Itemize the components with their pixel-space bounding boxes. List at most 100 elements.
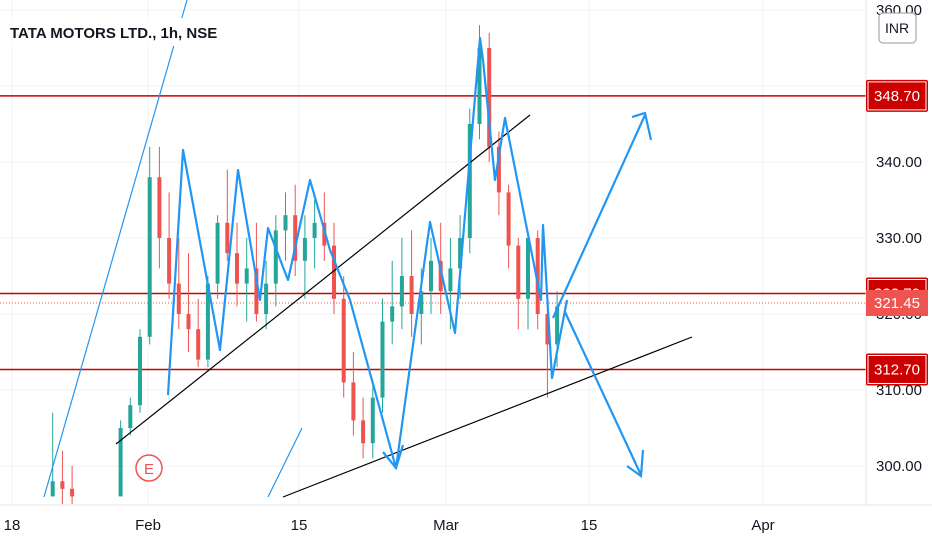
candle-body: [361, 420, 366, 444]
time-tick-label: 15: [291, 517, 308, 534]
candle-body: [545, 314, 550, 345]
candle-body: [332, 245, 336, 299]
candle-body: [264, 283, 269, 314]
candle-body: [487, 48, 492, 147]
time-tick-label: 18: [4, 517, 21, 534]
candle: [302, 215, 307, 299]
price-tag-bg: [866, 289, 928, 316]
candle: [235, 222, 239, 307]
candle-body: [235, 253, 239, 284]
candle: [332, 222, 336, 314]
current-price-tag: 321.45: [866, 289, 928, 316]
candle-body: [429, 260, 433, 292]
candle-body: [535, 238, 540, 314]
time-tick-label: Mar: [433, 517, 459, 534]
candle: [487, 32, 492, 162]
zigzag-marker: [382, 444, 405, 471]
price-tick-label: 340.00: [876, 154, 922, 171]
earnings-marker-label: E: [144, 461, 154, 478]
candles: [50, 25, 560, 504]
candle-body: [196, 329, 201, 360]
candle: [429, 238, 433, 314]
projection-arrow-up-head: [631, 111, 653, 141]
candle: [60, 450, 65, 504]
candle: [196, 298, 201, 368]
blue-guide-line: [43, 0, 188, 498]
projection-arrow-down-head: [626, 449, 645, 479]
candle-body: [458, 238, 463, 269]
candle: [50, 412, 55, 497]
candle-body: [176, 283, 181, 314]
candle: [215, 215, 220, 299]
candle: [409, 230, 414, 337]
candle-body: [118, 428, 123, 497]
candle: [370, 382, 375, 459]
candle-body: [254, 268, 259, 314]
candle-body: [167, 238, 172, 284]
candle: [526, 230, 530, 330]
candle-body: [283, 215, 288, 231]
candle-body: [312, 222, 317, 238]
candle: [273, 215, 278, 307]
price-tag-label: 321.45: [874, 295, 920, 312]
candle: [361, 397, 366, 459]
time-axis[interactable]: 18 Feb 15 Mar 15 Apr: [0, 504, 932, 534]
candle: [264, 260, 269, 330]
price-tag-label: 312.70: [874, 361, 920, 378]
candle-body: [205, 283, 210, 360]
candle: [176, 238, 181, 330]
candle-body: [526, 238, 530, 299]
candle: [380, 298, 385, 413]
candle-body: [419, 291, 424, 314]
chart-title: TATA MOTORS LTD., 1h, NSE: [10, 25, 217, 42]
candle-body: [506, 192, 511, 246]
projection-arrow-up: [551, 114, 647, 319]
grid-lines: [0, 0, 866, 505]
level-price-tag: 348.70: [866, 79, 928, 112]
price-tag-border: [867, 354, 927, 384]
price-axis[interactable]: 300.00310.00320.00330.00340.00350.00360.…: [865, 0, 928, 505]
candle-body: [302, 238, 307, 261]
blue-guide-line: [267, 427, 303, 498]
candle-body: [390, 306, 395, 322]
currency-button-label: INR: [885, 20, 909, 36]
candle-body: [293, 215, 298, 261]
candle-body: [244, 268, 249, 284]
candle: [186, 253, 191, 352]
candle: [496, 131, 501, 216]
candle: [128, 397, 133, 436]
candle-body: [215, 222, 220, 284]
candle-body: [399, 276, 404, 307]
projection-arrow-down: [564, 311, 642, 476]
candle: [244, 238, 249, 322]
candle: [341, 276, 346, 398]
candle: [283, 192, 288, 261]
candle-body: [50, 481, 55, 497]
candle-body: [351, 382, 356, 421]
candle-body: [138, 336, 142, 406]
candle: [225, 169, 230, 261]
candle-body: [438, 260, 443, 292]
time-tick-label: Feb: [135, 517, 161, 534]
candle: [157, 146, 162, 269]
candle-body: [186, 314, 191, 330]
candle: [167, 192, 172, 299]
candle-body: [516, 245, 521, 299]
candle: [399, 238, 404, 330]
trendline-lower: [282, 336, 693, 498]
earnings-marker[interactable]: E: [135, 454, 163, 482]
candle: [312, 200, 317, 269]
price-tag-label: 348.70: [874, 88, 920, 105]
candle-body: [370, 397, 375, 444]
candle-body: [322, 222, 327, 246]
candle-body: [147, 177, 152, 337]
candle-body: [273, 230, 278, 284]
candle: [390, 260, 395, 345]
candle-body: [70, 488, 75, 497]
candle-body: [467, 124, 472, 238]
drawings: [43, 0, 693, 498]
currency-button[interactable]: INR: [878, 12, 917, 44]
time-tick-label: Apr: [751, 517, 774, 534]
